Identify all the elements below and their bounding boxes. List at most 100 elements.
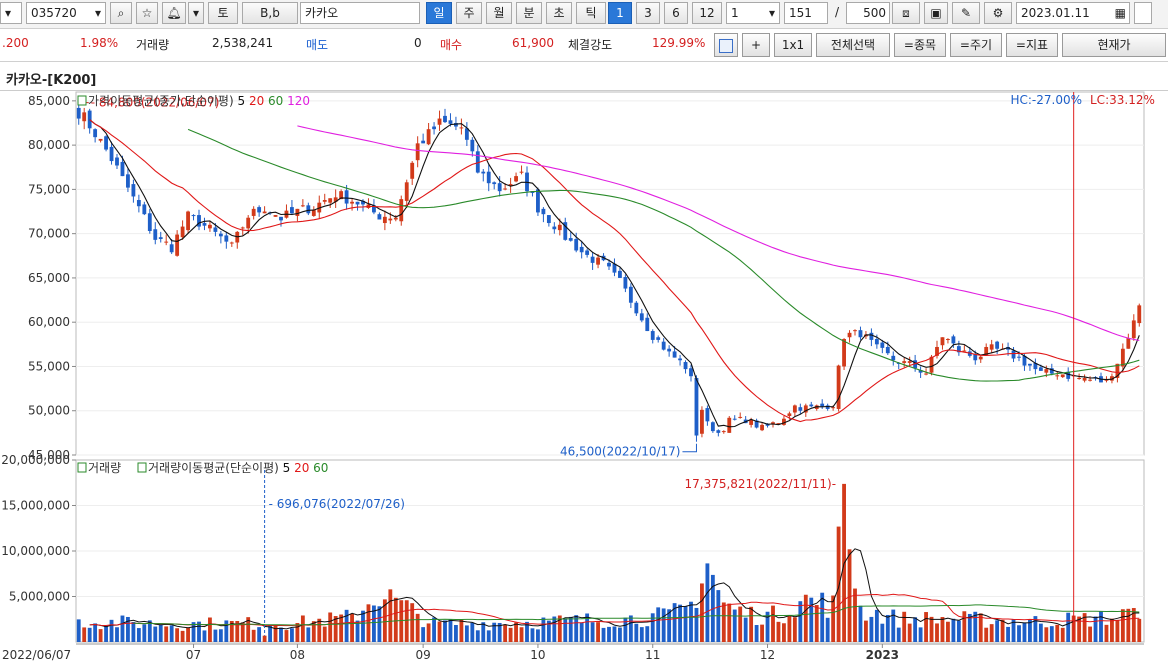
- volume-bar: [825, 617, 830, 642]
- toolbar-button-to[interactable]: 토: [208, 2, 238, 24]
- num-button-1[interactable]: 1: [608, 2, 632, 24]
- candle-body: [661, 341, 666, 350]
- candle-body: [667, 348, 672, 352]
- candle-body: [1131, 320, 1136, 339]
- volume-bar: [896, 627, 901, 642]
- checkbox[interactable]: [1134, 2, 1152, 24]
- date-input[interactable]: 2023.01.11 ▦: [1016, 2, 1130, 24]
- eq-stock-button[interactable]: =종목: [894, 33, 946, 57]
- candle-body: [956, 346, 961, 353]
- volume-bar: [1011, 619, 1016, 642]
- volume-bar: [803, 594, 808, 642]
- candle-body: [574, 238, 579, 251]
- price-tick-label: 80,000: [28, 138, 70, 152]
- alarm-dropdown[interactable]: ▾: [188, 2, 204, 24]
- num-button-6[interactable]: 6: [664, 2, 688, 24]
- price-legend-period: 5: [237, 94, 248, 108]
- candle-body: [93, 129, 98, 138]
- buy-label: 매수: [440, 38, 463, 52]
- candle-body: [612, 263, 617, 273]
- candle-body: [951, 336, 956, 344]
- candle-body: [355, 201, 360, 205]
- period-day-button[interactable]: 일: [426, 2, 452, 24]
- volume-bar: [683, 606, 688, 642]
- num-button-12[interactable]: 12: [692, 2, 722, 24]
- settings-button[interactable]: ⚙: [984, 2, 1012, 24]
- volume-bar: [792, 617, 797, 642]
- eq-period-button[interactable]: =주기: [950, 33, 1002, 57]
- gear-icon: ⚙: [992, 6, 1004, 20]
- volume-bar: [874, 609, 879, 642]
- draw-button[interactable]: ✎: [952, 2, 980, 24]
- volume-bar: [700, 583, 704, 642]
- volume-bar: [246, 617, 251, 642]
- search-button[interactable]: ⌕: [110, 2, 132, 24]
- candle-body: [989, 344, 994, 350]
- period-week-button[interactable]: 주: [456, 2, 482, 24]
- candle-body: [306, 205, 311, 214]
- period-minute-button[interactable]: 분: [516, 2, 542, 24]
- alarm-button[interactable]: 🔔︎: [162, 2, 186, 24]
- favorite-button[interactable]: ☆: [136, 2, 158, 24]
- box-toggle-button[interactable]: [714, 33, 738, 57]
- candle-body: [1110, 376, 1114, 381]
- volume-bar: [284, 630, 289, 642]
- candle-body: [180, 226, 185, 238]
- price-legend: 가격이동평균(종가,단순이평) 5 20 60 120: [88, 94, 310, 108]
- volume-bar: [372, 605, 376, 642]
- volume-bar: [978, 613, 983, 642]
- candle-body: [809, 404, 814, 407]
- volume-bar: [1115, 620, 1120, 642]
- interval-select[interactable]: 1 ▾: [726, 2, 780, 24]
- candle-body: [410, 162, 415, 179]
- period-month-button[interactable]: 월: [486, 2, 512, 24]
- buy-value: 61,900: [512, 36, 554, 50]
- price-legend-period: 20: [249, 94, 268, 108]
- candle-body: [749, 419, 754, 425]
- volume-bar: [568, 616, 573, 642]
- save-button[interactable]: ▣: [924, 2, 948, 24]
- current-price-button[interactable]: 현재가: [1062, 33, 1166, 57]
- candle-body: [689, 368, 693, 377]
- toolbar-button-bb[interactable]: B,b: [242, 2, 298, 24]
- candle-body: [257, 207, 262, 213]
- layout-1x1-button[interactable]: 1x1: [774, 33, 812, 57]
- candle-body: [350, 201, 354, 204]
- num-button-3[interactable]: 3: [636, 2, 660, 24]
- volume-bar: [295, 623, 300, 642]
- chart-type-button[interactable]: ⧈: [892, 2, 920, 24]
- volume-legend-period: 5: [283, 461, 294, 475]
- menu-dropdown[interactable]: ▾: [0, 2, 22, 24]
- volume-bar: [142, 624, 147, 642]
- volume-bar: [618, 627, 622, 642]
- candle-body: [459, 127, 464, 129]
- stock-code-input[interactable]: 035720 ▾: [26, 2, 106, 24]
- chevron-down-icon: ▾: [94, 6, 101, 20]
- volume-bar: [1028, 619, 1032, 642]
- candle-body: [399, 199, 404, 222]
- volume-bar: [158, 624, 163, 642]
- period-second-button[interactable]: 초: [546, 2, 572, 24]
- candle-body: [175, 234, 180, 256]
- eq-indicator-button[interactable]: =지표: [1006, 33, 1058, 57]
- period-tick-button[interactable]: 틱: [576, 2, 606, 24]
- candle-body: [705, 408, 710, 422]
- count-input[interactable]: 151: [784, 2, 828, 24]
- volume-bar: [743, 617, 748, 642]
- volume-bar: [607, 626, 611, 642]
- volume-bar: [705, 563, 710, 642]
- search-icon: ⌕: [117, 6, 125, 20]
- volume-bar: [268, 625, 272, 642]
- total-input[interactable]: 500: [846, 2, 890, 24]
- volume-bar: [847, 549, 852, 642]
- stock-name-field[interactable]: 카카오: [300, 2, 420, 24]
- volume-bar: [486, 630, 491, 642]
- volume-bar: [869, 616, 874, 642]
- volume-value: 2,538,241: [212, 36, 274, 50]
- volume-bar: [732, 609, 737, 642]
- zoom-in-button[interactable]: +: [742, 33, 770, 57]
- volume-legend-period: 20: [294, 461, 313, 475]
- select-all-button[interactable]: 전체선택: [816, 33, 890, 57]
- price-tick-label: 65,000: [28, 271, 70, 285]
